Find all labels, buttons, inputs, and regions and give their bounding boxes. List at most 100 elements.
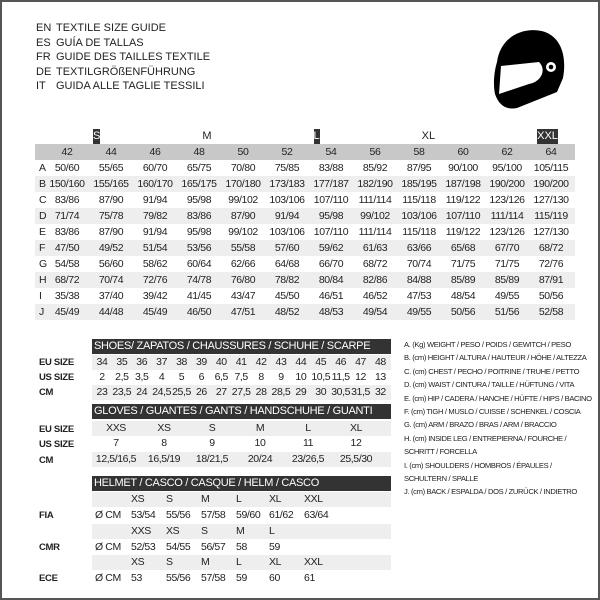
lang-code: IT bbox=[36, 80, 46, 92]
helmet-size: XXL bbox=[304, 493, 323, 505]
cell: 27 bbox=[215, 386, 227, 398]
helmet-size: S bbox=[166, 556, 173, 568]
cell: 85/92 bbox=[362, 162, 388, 174]
helmet-value: 61/62 bbox=[269, 509, 294, 521]
cell: 99/102 bbox=[360, 210, 390, 222]
cell: 115/118 bbox=[402, 194, 436, 206]
size-number: 52 bbox=[281, 146, 293, 158]
cell: 9 bbox=[278, 371, 284, 383]
cell: 91/94 bbox=[274, 210, 300, 222]
cell: 127/130 bbox=[533, 226, 569, 238]
size-number: 44 bbox=[105, 146, 117, 158]
shoes-header: SHOES/ ZAPATOS / CHAUSSURES / SCHUHE / S… bbox=[92, 339, 391, 354]
helmet-size-row: XS S M L XL XXL bbox=[92, 492, 391, 507]
cell: 64/68 bbox=[274, 258, 300, 270]
helmet-value: 56/57 bbox=[201, 540, 226, 553]
cell: 45/49 bbox=[142, 306, 168, 318]
cell: 107/110 bbox=[445, 210, 481, 222]
helmet-size: XXL bbox=[304, 556, 323, 568]
size-group-label: XL bbox=[421, 130, 436, 142]
cell: 44 bbox=[295, 356, 307, 368]
cell: 23/26,5 bbox=[291, 453, 325, 465]
cell: 70/74 bbox=[98, 274, 124, 286]
size-number: 60 bbox=[457, 146, 469, 158]
size-number: 58 bbox=[413, 146, 425, 158]
cell: 48/52 bbox=[274, 306, 300, 318]
cell: 47/53 bbox=[406, 290, 432, 302]
helmet-value: 57/58 bbox=[201, 509, 226, 521]
cell: 45 bbox=[315, 356, 327, 368]
size-number: 62 bbox=[501, 146, 513, 158]
cell: 27,5 bbox=[231, 386, 251, 398]
cell: 3,5 bbox=[135, 371, 149, 383]
cell: 45/49 bbox=[54, 306, 80, 318]
row-letter: G bbox=[39, 258, 48, 270]
cell: 68/72 bbox=[362, 258, 388, 270]
cell: 103/106 bbox=[401, 210, 437, 222]
cell: 7,5 bbox=[234, 371, 248, 383]
cell: 83/86 bbox=[54, 226, 80, 238]
size-number: 54 bbox=[325, 146, 337, 158]
size-group-label: L bbox=[313, 129, 320, 144]
cell: 170/180 bbox=[225, 178, 261, 190]
cell: 70/80 bbox=[230, 162, 256, 174]
cell: 85/89 bbox=[450, 274, 476, 286]
helmet-header: HELMET / CASCO / CASQUE / HELM / CASCO bbox=[92, 476, 391, 491]
size-row: 34 35 36 37 38 39 40 41 42 43 44 45 46 47 48 bbox=[92, 355, 391, 370]
helmet-value: 57/58 bbox=[201, 572, 226, 584]
cell: 12 bbox=[350, 437, 362, 449]
size-number-row: 42 44 46 48 50 52 54 56 58 60 62 64 bbox=[35, 144, 575, 160]
cell: 26 bbox=[195, 386, 207, 398]
guide-titles: EN TEXTILE SIZE GUIDE ES GUÍA DE TALLAS FR… bbox=[36, 21, 210, 94]
cell: 75/85 bbox=[274, 162, 300, 174]
helmet-size: XS bbox=[131, 556, 145, 568]
cell: 111/114 bbox=[358, 226, 392, 238]
cell: 37 bbox=[156, 356, 168, 368]
cell: 60/70 bbox=[142, 162, 168, 174]
size-row: 2 2,5 3,5 4 5 6 6,5 7,5 8 9 10 10,5 11,5 12 13 bbox=[92, 370, 391, 385]
cell: 123/126 bbox=[489, 194, 525, 206]
size-group-label: XXL bbox=[537, 129, 558, 144]
cell: XL bbox=[349, 422, 363, 434]
cell: 76/80 bbox=[230, 274, 256, 286]
cell: 20/24 bbox=[247, 453, 273, 465]
cell: 165/175 bbox=[181, 178, 217, 190]
helmet-size: L bbox=[236, 556, 242, 568]
legend-line: F. (cm) TIGH / MUSLO / CUISSE / SCHENKEL… bbox=[404, 407, 581, 417]
cell: 107/110 bbox=[313, 194, 349, 206]
cell: 11,5 bbox=[331, 371, 350, 383]
row-letter: F bbox=[39, 242, 46, 254]
cell: 103/106 bbox=[269, 194, 305, 206]
cell: 111/114 bbox=[490, 210, 524, 222]
cell: 43/47 bbox=[230, 290, 256, 302]
cell: 7 bbox=[113, 437, 119, 449]
row-label: CM bbox=[39, 387, 54, 398]
cell: 71/75 bbox=[494, 258, 520, 270]
cell: 50/56 bbox=[450, 306, 476, 318]
cell: XS bbox=[157, 422, 171, 434]
cell: 42 bbox=[255, 356, 267, 368]
cell: 65/75 bbox=[186, 162, 212, 174]
cell: 68/72 bbox=[538, 242, 564, 254]
title-text: GUIDA ALLE TAGLIE TESSILI bbox=[56, 80, 205, 92]
title-text: TEXTILGRÖßENFÜHRUNG bbox=[56, 65, 196, 78]
row-letter: E bbox=[39, 226, 47, 238]
cell: 99/102 bbox=[228, 226, 258, 238]
cell: 71/74 bbox=[54, 210, 80, 222]
legend-line: J. (cm) BACK / ESPALDA / DOS / ZURÜCK / … bbox=[404, 487, 577, 497]
cell: 83/86 bbox=[186, 210, 212, 222]
cell: 43 bbox=[275, 356, 287, 368]
cell: 62/66 bbox=[230, 258, 256, 270]
helmet-value: 59 bbox=[269, 540, 280, 553]
row-label: EU SIZE bbox=[39, 357, 74, 368]
cell: 190/200 bbox=[533, 178, 569, 190]
cell: 82/86 bbox=[362, 274, 388, 286]
size-number: 42 bbox=[61, 146, 73, 158]
helmet-value: 55/56 bbox=[166, 509, 191, 521]
cell: 91/94 bbox=[142, 194, 168, 206]
cell: XXS bbox=[106, 422, 126, 434]
cell: 4 bbox=[158, 371, 165, 383]
helmet-value: 54/55 bbox=[166, 540, 191, 553]
legend-line: D. (cm) WAIST / CINTURA / TAILLE / HÜFTU… bbox=[404, 380, 575, 390]
row-label: CM bbox=[39, 455, 54, 466]
